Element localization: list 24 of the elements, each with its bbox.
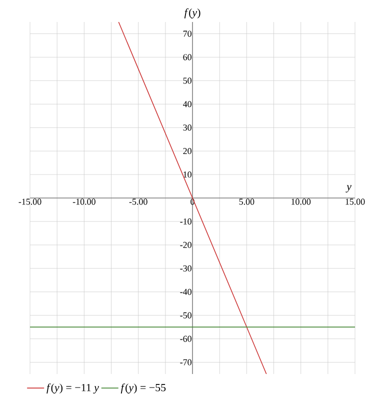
x-tick-label: -5.00 — [129, 198, 148, 205]
x-tick-label: 10.00 — [292, 198, 311, 205]
x-tick-label: 15.00 — [346, 198, 365, 205]
y-tick-label: -40 — [180, 288, 192, 295]
y-tick-label: -30 — [180, 265, 192, 272]
y-tick-label: 20 — [183, 148, 192, 154]
x-tick-label: -15.00 — [18, 198, 42, 205]
x-tick-label: -10.00 — [72, 198, 96, 205]
y-tick-label: 60 — [183, 54, 192, 60]
y-tick-label: -50 — [180, 312, 192, 318]
y-tick-label: 30 — [183, 124, 192, 131]
y-tick-label: 40 — [183, 101, 192, 108]
y-tick-label: -60 — [180, 336, 192, 342]
y-tick-label: -70 — [180, 359, 192, 366]
x-axis-title: y — [346, 185, 352, 192]
y-axis-title: f(y) — [184, 8, 200, 18]
x-tick-label: 5.00 — [239, 198, 254, 205]
y-tick-label: 10 — [184, 171, 192, 178]
legend-label: f(y) = −55 — [120, 383, 166, 394]
legend-label: f(y) = −11 y — [46, 383, 99, 394]
y-tick-label: 50 — [183, 78, 192, 84]
y-tick-label: -10 — [180, 218, 192, 224]
y-tick-label: -20 — [180, 242, 192, 248]
y-tick-label: 70 — [183, 30, 192, 37]
